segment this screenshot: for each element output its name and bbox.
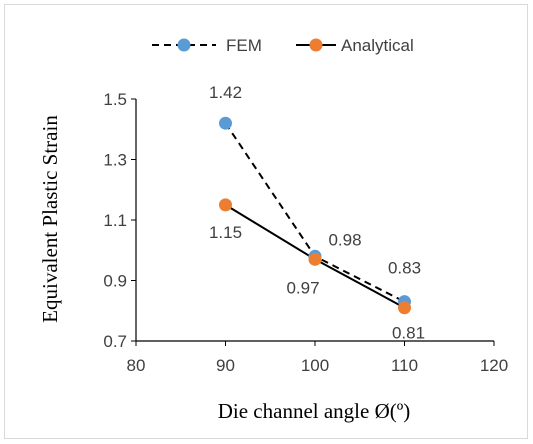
series-line-fem bbox=[224, 122, 405, 303]
data-label-fem: 0.83 bbox=[388, 259, 421, 278]
legend: FEM Analytical bbox=[152, 36, 414, 55]
x-tick-label: 120 bbox=[480, 356, 508, 375]
data-labels: 1.42 0.98 0.83 1.15 0.97 0.81 bbox=[209, 83, 425, 343]
y-tick-label: 1.5 bbox=[103, 90, 127, 109]
legend-label-analytical: Analytical bbox=[341, 36, 414, 55]
y-axis-title: Equivalent Plastic Strain bbox=[38, 115, 62, 323]
data-label-fem: 1.42 bbox=[209, 83, 242, 102]
x-axis-title: Die channel angle Ø(º) bbox=[218, 399, 411, 423]
data-point-analytical bbox=[398, 301, 411, 315]
data-point-analytical bbox=[308, 252, 322, 266]
data-label-fem: 0.98 bbox=[328, 230, 361, 249]
data-point-fem bbox=[219, 116, 232, 130]
series-points bbox=[219, 116, 411, 315]
data-label-analytical: 0.97 bbox=[286, 278, 319, 297]
axes: 0.7 0.9 1.1 1.3 1.5 80 90 100 110 120 bbox=[103, 90, 508, 375]
y-tick-label: 0.9 bbox=[103, 272, 127, 291]
data-label-analytical: 1.15 bbox=[209, 223, 242, 242]
y-tick-label: 1.1 bbox=[103, 211, 127, 230]
legend-marker-analytical bbox=[309, 38, 323, 52]
chart-frame bbox=[4, 4, 528, 439]
x-tick-label: 90 bbox=[216, 356, 235, 375]
x-tick-label: 100 bbox=[301, 356, 329, 375]
legend-marker-fem bbox=[177, 38, 191, 52]
y-tick-label: 1.3 bbox=[103, 151, 127, 170]
data-point-analytical bbox=[219, 198, 232, 212]
x-tick-label: 110 bbox=[391, 356, 418, 375]
data-label-analytical: 0.81 bbox=[392, 324, 425, 343]
x-tick-label: 80 bbox=[127, 356, 146, 375]
legend-label-fem: FEM bbox=[226, 36, 262, 55]
y-tick-label: 0.7 bbox=[103, 332, 127, 351]
